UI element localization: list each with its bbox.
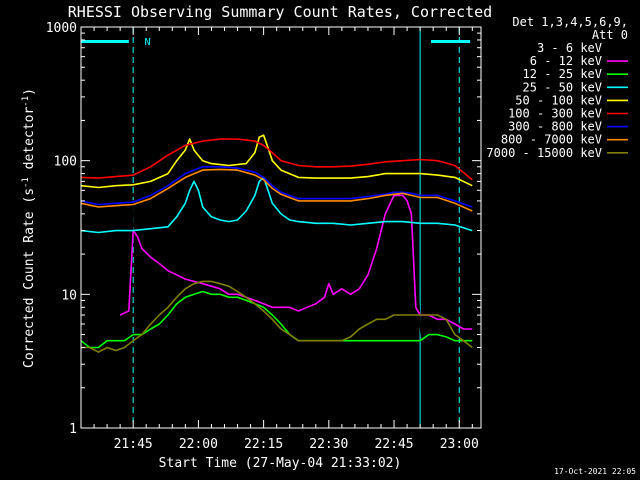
y-tick-label: 1: [69, 422, 77, 437]
y-axis-label-exp: -1: [21, 96, 31, 107]
legend-label: 6 - 12 keV: [530, 54, 602, 68]
legend-label: 7000 - 15000 keV: [486, 146, 602, 160]
series-line: [80, 138, 473, 181]
series-line: [80, 166, 473, 208]
x-tick-label: 23:00: [440, 437, 479, 452]
y-axis-ticks: 1 10 100 1000: [46, 21, 481, 437]
series-line: [80, 168, 473, 212]
legend-label: 300 - 800 keV: [508, 120, 602, 134]
y-axis-label-part: Corrected Count Rate (s: [22, 188, 37, 368]
night-bar: [431, 40, 471, 43]
y-tick-label: 1000: [46, 21, 77, 36]
legend-label: 12 - 25 keV: [523, 67, 602, 81]
legend-label: 100 - 300 keV: [508, 107, 602, 121]
series-line: [80, 290, 473, 349]
x-tick-label: 22:45: [374, 437, 413, 452]
series-line: [80, 176, 473, 234]
series-line: [81, 280, 473, 353]
x-tick-label: 22:15: [244, 437, 283, 452]
chart-title: RHESSI Observing Summary Count Rates, Co…: [68, 3, 492, 21]
x-axis-ticks: 21:45 22:00 22:15 22:30 22:45 23:00: [93, 27, 479, 452]
legend-header: Att 0: [592, 28, 628, 42]
legend-label: 50 - 100 keV: [515, 93, 602, 107]
x-axis-label: Start Time (27-May-04 21:33:02): [159, 456, 402, 471]
y-axis-label-part: ): [22, 88, 37, 96]
x-tick-label: 22:30: [309, 437, 348, 452]
y-axis-label-exp: -1: [21, 177, 31, 188]
x-tick-label: 22:00: [179, 437, 218, 452]
y-axis-label: Corrected Count Rate (s-1 detector-1): [21, 88, 37, 368]
series-line: [119, 189, 456, 419]
night-bar: [81, 40, 129, 43]
series-lines: [80, 134, 473, 419]
legend-label: 3 - 6 keV: [537, 41, 602, 55]
series-line: [119, 194, 473, 330]
plot-frame: [80, 26, 482, 429]
y-tick-label: 100: [54, 155, 77, 170]
y-axis-label-part: detector: [22, 107, 37, 178]
y-tick-label: 10: [61, 288, 77, 303]
legend-label: 800 - 7000 keV: [501, 133, 602, 147]
footer-timestamp: 17-Oct-2021 22:05: [554, 467, 636, 476]
legend-header: Det 1,3,4,5,6,9,: [512, 15, 628, 29]
night-flag-label: N: [145, 37, 151, 48]
series-line: [80, 134, 473, 189]
legend-label: 25 - 50 keV: [523, 80, 602, 94]
x-tick-label: 21:45: [114, 437, 153, 452]
